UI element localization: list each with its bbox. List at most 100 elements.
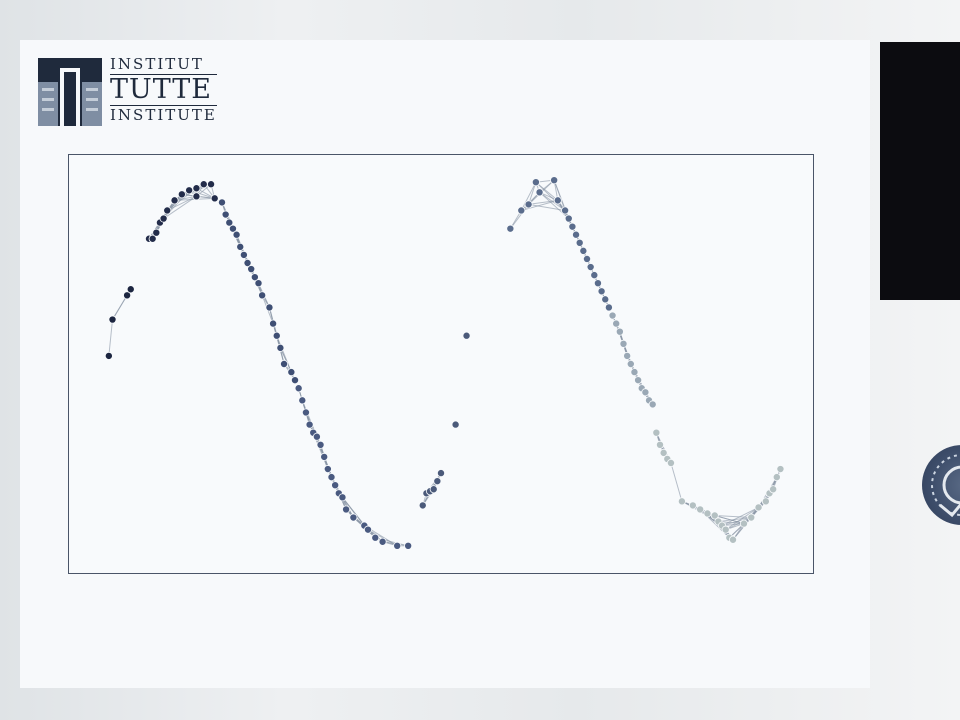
data-point (659, 448, 668, 457)
data-point (123, 291, 132, 300)
data-point (254, 279, 263, 288)
data-point (524, 200, 533, 209)
data-point (739, 519, 748, 528)
graph-edge (714, 515, 752, 519)
series-7 (652, 428, 785, 544)
data-point (349, 513, 358, 522)
data-point (232, 230, 241, 239)
data-point (517, 206, 526, 215)
data-point (729, 535, 738, 544)
data-point (575, 238, 584, 247)
data-point (126, 285, 135, 294)
data-point (747, 513, 756, 522)
data-point (593, 279, 602, 288)
data-point (597, 287, 606, 296)
graph-edge (725, 507, 759, 531)
data-point (327, 473, 336, 482)
tutte-logo (38, 58, 102, 126)
data-point (703, 509, 712, 518)
data-point (568, 222, 577, 231)
data-point (761, 497, 770, 506)
graph-edge (539, 191, 570, 219)
data-point (612, 319, 621, 328)
round-emblem-icon (922, 445, 960, 525)
data-point (619, 339, 628, 348)
series-6 (608, 311, 657, 409)
graph-edge (520, 181, 537, 211)
series-1 (145, 180, 219, 243)
data-point (305, 420, 314, 429)
data-point (272, 331, 281, 340)
data-point (634, 376, 643, 385)
series-2 (217, 198, 299, 385)
graph-edge (521, 199, 558, 211)
graph-edge (721, 506, 759, 527)
data-point (710, 511, 719, 520)
data-point (772, 473, 781, 482)
data-point (429, 485, 438, 494)
data-point (666, 458, 675, 467)
data-point (290, 376, 299, 385)
data-point (104, 351, 113, 360)
data-point (269, 319, 278, 328)
data-point (601, 295, 610, 304)
data-point (221, 210, 230, 219)
data-point (579, 246, 588, 255)
data-point (210, 194, 219, 203)
graph-edge (167, 195, 197, 211)
data-point (217, 198, 226, 207)
data-point (371, 533, 380, 542)
data-point (320, 452, 329, 461)
data-point (506, 224, 515, 233)
dark-side-panel (880, 42, 960, 300)
data-point (338, 493, 347, 502)
data-point (363, 525, 372, 534)
data-point (776, 465, 785, 474)
series-0 (104, 285, 135, 360)
series-4 (418, 331, 471, 510)
data-point (630, 368, 639, 377)
data-point (265, 303, 274, 312)
graph-edge (539, 191, 566, 211)
data-point (393, 541, 402, 550)
data-point (572, 230, 581, 239)
graph-edge (721, 517, 752, 527)
data-point (294, 384, 303, 393)
data-point (276, 343, 285, 352)
data-point (378, 537, 387, 546)
data-point (648, 400, 657, 409)
data-point (535, 188, 544, 197)
logo-line-tutte: TUTTE (110, 74, 217, 106)
data-point (696, 505, 705, 514)
data-point (192, 192, 201, 201)
data-point (564, 214, 573, 223)
data-point (550, 176, 559, 185)
data-point (323, 465, 332, 474)
data-point (462, 331, 471, 340)
graph-edge (108, 319, 113, 356)
data-point (331, 481, 340, 490)
data-point (301, 408, 310, 417)
data-point (247, 265, 256, 274)
data-point (418, 501, 427, 510)
graph-edge (670, 462, 683, 502)
data-point (623, 351, 632, 360)
series-5 (506, 176, 613, 312)
data-point (641, 388, 650, 397)
data-point (148, 234, 157, 243)
graph-edge (509, 204, 529, 229)
data-point (199, 180, 208, 189)
data-point (561, 206, 570, 215)
data-point (656, 440, 665, 449)
data-point (604, 303, 613, 312)
data-point (451, 420, 460, 429)
data-point (688, 501, 697, 510)
data-point (436, 469, 445, 478)
data-point (553, 196, 562, 205)
data-point (677, 497, 686, 506)
data-point (615, 327, 624, 336)
logo-wordmark: INSTITUT TUTTE INSTITUTE (110, 56, 217, 124)
scatter-plot (104, 176, 785, 550)
data-point (590, 271, 599, 280)
data-point (207, 180, 216, 189)
